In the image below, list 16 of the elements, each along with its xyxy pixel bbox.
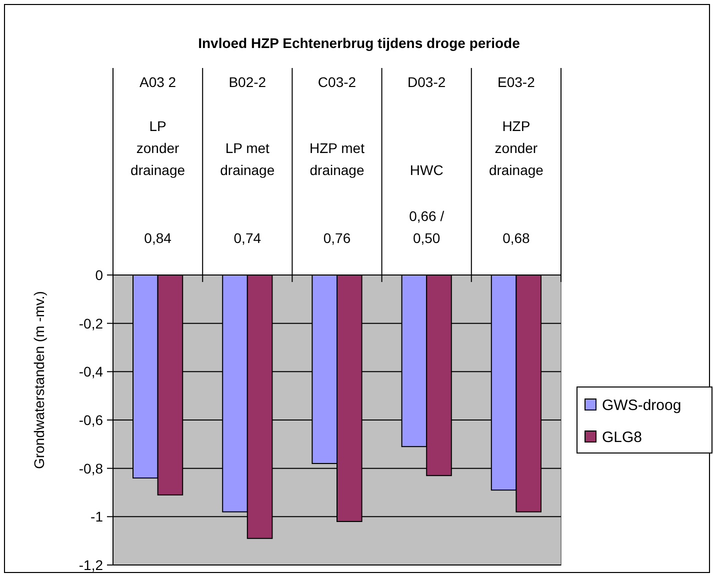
legend-label: GWS-droog [602, 397, 682, 414]
legend-label: GLG8 [602, 429, 642, 446]
y-tick-label: -0,4 [78, 364, 104, 380]
y-tick-label: -1 [90, 508, 104, 525]
y-tick-label: -1,2 [78, 557, 104, 573]
y-tick-label: 0 [95, 267, 104, 283]
y-tick-label: -0,6 [78, 412, 104, 428]
category-label: C03-2 HZP met drainage 0,76 [310, 74, 364, 246]
category-label: A03 2 LP zonder drainage 0,84 [130, 74, 186, 246]
y-tick-label: -0,2 [78, 315, 104, 332]
y-axis-title: Grondwaterstanden (m -mv.) [31, 291, 47, 469]
y-tick-label: -0,8 [78, 460, 104, 476]
category-label: E03-2 HZP zonder drainage 0,68 [488, 74, 544, 246]
chart-title: Invloed HZP Echtenerbrug tijdens droge periode [198, 35, 520, 51]
category-label: B02-2 LP met drainage 0,74 [220, 74, 275, 246]
category-label: D03-2 HWC 0,66 / 0,50 [408, 74, 446, 246]
